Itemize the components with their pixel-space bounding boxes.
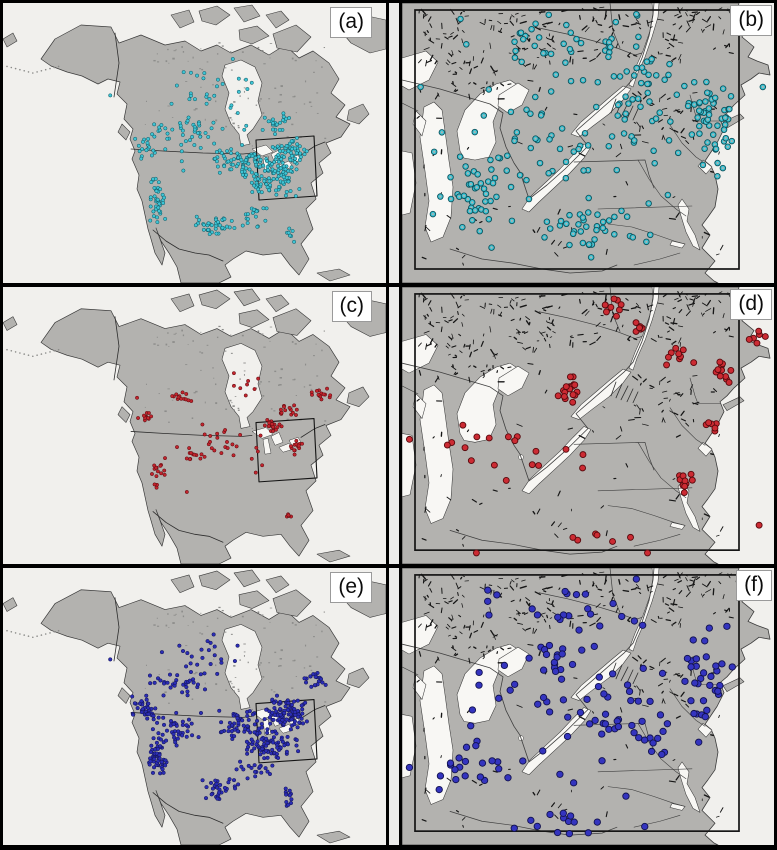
panel-f-great-lakes-map: (f) bbox=[402, 568, 774, 845]
station-markers bbox=[405, 295, 769, 557]
panel-d-label: (d) bbox=[730, 289, 772, 320]
great-lakes-map-svg bbox=[402, 3, 774, 283]
station-markers bbox=[108, 632, 328, 808]
north-america-map-svg bbox=[3, 568, 386, 845]
panel-c-label: (c) bbox=[331, 291, 372, 322]
great-lakes-map-svg bbox=[402, 568, 774, 845]
north-america-land bbox=[3, 288, 386, 564]
panel-b-label: (b) bbox=[730, 5, 772, 36]
north-america-land bbox=[3, 569, 386, 845]
station-markers bbox=[135, 371, 333, 519]
hudson-bay bbox=[221, 343, 263, 429]
station-markers bbox=[417, 10, 767, 261]
small-lakes-texture bbox=[6, 42, 327, 147]
station-markers bbox=[108, 57, 309, 244]
borders-and-rivers bbox=[402, 287, 721, 555]
column-gap-row3 bbox=[389, 568, 399, 845]
north-america-land bbox=[3, 4, 386, 283]
station-markers bbox=[405, 575, 760, 838]
north-america-map-svg bbox=[3, 287, 386, 564]
panel-a-label: (a) bbox=[330, 7, 372, 38]
great-lakes-map-svg bbox=[402, 287, 774, 564]
panel-e-label: (e) bbox=[330, 572, 372, 603]
panel-a-north-america-map: (a) bbox=[3, 3, 386, 283]
panel-b-great-lakes-map: (b) bbox=[402, 3, 774, 283]
column-gap-row1 bbox=[389, 3, 399, 283]
hudson-bay bbox=[221, 624, 263, 710]
panel-d-great-lakes-map: (d) bbox=[402, 287, 774, 564]
shield-lakes-texture bbox=[416, 290, 734, 547]
shield-lakes-texture bbox=[416, 6, 734, 266]
shield-lakes-texture bbox=[416, 571, 734, 828]
panel-c-north-america-map: (c) bbox=[3, 287, 386, 564]
great-lakes-water bbox=[402, 3, 713, 251]
panel-e-north-america-map: (e) bbox=[3, 568, 386, 845]
column-gap-row2 bbox=[389, 287, 399, 564]
small-lakes-texture bbox=[6, 606, 327, 710]
panel-f-label: (f) bbox=[736, 570, 772, 601]
north-america-map-svg bbox=[3, 3, 386, 283]
